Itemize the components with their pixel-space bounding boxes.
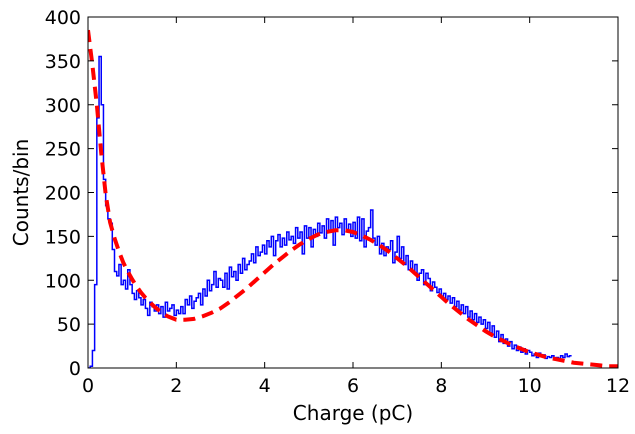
histogram-series bbox=[88, 55, 572, 368]
x-axis-label: Charge (pC) bbox=[293, 401, 413, 425]
y-tick-label: 50 bbox=[57, 314, 81, 336]
fit-curve-series bbox=[88, 29, 618, 368]
y-tick-label: 0 bbox=[69, 358, 81, 380]
x-tick-label: 4 bbox=[259, 375, 271, 397]
y-axis-label: Counts/bin bbox=[9, 139, 33, 246]
x-tick-label: 10 bbox=[518, 375, 542, 397]
ticks-layer: 0 2 4 6 8 10 12 0 50 100 150 200 250 300 350 400 bbox=[45, 7, 630, 397]
x-tick-label: 8 bbox=[435, 375, 447, 397]
x-tick-label: 12 bbox=[606, 375, 630, 397]
y-tick-label: 350 bbox=[45, 51, 81, 73]
y-tick-label: 200 bbox=[45, 183, 81, 205]
x-tick-label: 0 bbox=[82, 375, 94, 397]
y-tick-label: 250 bbox=[45, 139, 81, 161]
x-tick-label: 6 bbox=[347, 375, 359, 397]
y-tick-label: 100 bbox=[45, 270, 81, 292]
x-tick-label: 2 bbox=[170, 375, 182, 397]
y-tick-label: 300 bbox=[45, 95, 81, 117]
marks-layer bbox=[88, 29, 618, 368]
y-tick-label: 400 bbox=[45, 7, 81, 29]
y-tick-label: 150 bbox=[45, 226, 81, 248]
